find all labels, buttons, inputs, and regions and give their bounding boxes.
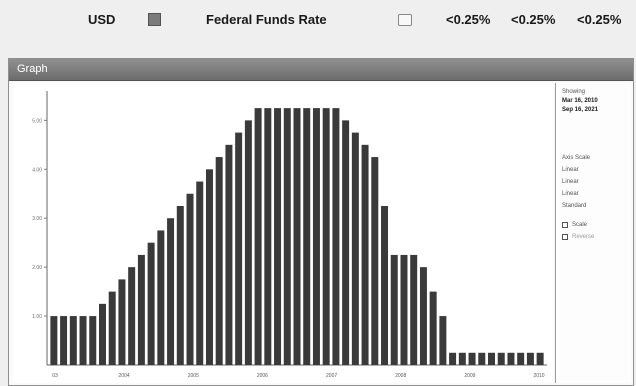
x-tick-label: 2009: [464, 373, 475, 379]
rate-history-chart[interactable]: 1.00 2.00 3.00 4.00 5.00 03 2004 2005 2006 2007 20…: [13, 83, 553, 383]
chart-bar: [60, 316, 68, 365]
currency-label: USD: [88, 12, 116, 27]
x-tick-label: 2007: [326, 373, 337, 379]
chart-bar: [108, 291, 116, 365]
chart-bar: [264, 108, 272, 366]
x-tick-label: 2005: [188, 373, 199, 379]
chart-bar: [439, 316, 447, 365]
reverse-checkbox[interactable]: [562, 234, 568, 240]
chart-bar: [167, 218, 175, 365]
chart-bar: [322, 108, 330, 366]
chart-bar: [361, 144, 369, 365]
graph-window: Graph 1.00 2.00 3.00 4.00 5.00 03 2004 2005 2006…: [8, 58, 634, 386]
y-tick-label: 1.00: [32, 314, 42, 320]
chart-bar: [458, 352, 466, 365]
chart-bar: [128, 267, 136, 365]
graph-title-bar[interactable]: Graph: [9, 59, 633, 81]
x-tick-label: 03: [52, 373, 58, 379]
chart-bar: [274, 108, 282, 366]
chart-bar: [235, 132, 243, 365]
chart-bar: [449, 352, 457, 365]
chart-bar: [332, 108, 340, 366]
series-color-swatch: [148, 13, 161, 26]
rate-name-label[interactable]: Federal Funds Rate: [206, 12, 327, 27]
y-tick-label: 4.00: [32, 167, 42, 173]
chart-bar: [225, 144, 233, 365]
chart-toggle-icon[interactable]: [398, 14, 412, 26]
chart-bar: [342, 120, 350, 365]
chart-bar: [410, 254, 418, 365]
chart-bar: [137, 254, 145, 365]
chart-bar: [468, 352, 476, 365]
chart-side-panel: Showing Mar 16, 2010 Sep 16, 2021 Axis S…: [555, 83, 631, 383]
chart-bar: [293, 108, 301, 366]
x-tick-label: 2004: [119, 373, 130, 379]
chart-bar: [303, 108, 311, 366]
showing-label: Showing: [562, 89, 586, 95]
chart-bar: [205, 169, 213, 365]
chart-bar: [186, 193, 194, 365]
chart-bar: [254, 108, 262, 366]
chart-bar: [517, 352, 525, 365]
chart-bar: [478, 352, 486, 365]
chart-bar: [98, 303, 106, 365]
y-tick-label: 3.00: [32, 216, 42, 222]
rate-value-3: <0.25%: [577, 12, 622, 27]
chart-bar: [536, 352, 544, 365]
rate-quote-row: USD Federal Funds Rate <0.25% <0.25% <0.…: [0, 0, 636, 44]
chart-bar: [497, 352, 505, 365]
chart-bar: [429, 291, 437, 365]
chart-bar: [89, 316, 97, 365]
date-to[interactable]: Sep 16, 2021: [562, 107, 599, 113]
chart-bar: [244, 120, 252, 365]
rate-value-2: <0.25%: [511, 12, 556, 27]
axis-option-4[interactable]: Standard: [562, 203, 587, 209]
chart-bar: [50, 316, 58, 365]
chart-bar: [283, 108, 291, 366]
chart-bar: [390, 254, 398, 365]
chart-bar: [526, 352, 534, 365]
chart-bar: [147, 242, 155, 365]
scale-checkbox[interactable]: [562, 222, 568, 228]
chart-bar: [507, 352, 515, 365]
chart-bar: [351, 132, 359, 365]
axis-scale-label: Axis Scale: [562, 155, 591, 161]
x-tick-label: 2008: [395, 373, 406, 379]
chart-bar: [196, 181, 204, 365]
chart-area[interactable]: 1.00 2.00 3.00 4.00 5.00 03 2004 2005 2006 2007 20…: [13, 83, 553, 383]
x-tick-label: 2010: [533, 373, 544, 379]
chart-bar: [215, 157, 223, 365]
axis-option-3[interactable]: Linear: [562, 191, 579, 197]
chart-bar: [488, 352, 496, 365]
chart-bar: [419, 267, 427, 365]
chart-bar: [79, 316, 87, 365]
axis-option-2[interactable]: Linear: [562, 179, 579, 185]
chart-bar: [69, 316, 77, 365]
chart-bar: [381, 205, 389, 365]
x-tick-label: 2006: [257, 373, 268, 379]
chart-bar: [312, 108, 320, 366]
reverse-checkbox-label: Reverse: [572, 234, 595, 240]
graph-window-title: Graph: [17, 63, 48, 75]
chart-bar: [176, 205, 184, 365]
chart-bar: [157, 230, 165, 365]
y-tick-label: 5.00: [32, 118, 42, 124]
date-from[interactable]: Mar 16, 2010: [562, 98, 598, 104]
chart-bar: [400, 254, 408, 365]
chart-bar: [118, 279, 126, 366]
scale-checkbox-label: Scale: [572, 222, 588, 228]
y-tick-label: 2.00: [32, 265, 42, 271]
rate-value-1: <0.25%: [446, 12, 491, 27]
axis-option-1[interactable]: Linear: [562, 167, 579, 173]
chart-bar: [371, 157, 379, 365]
